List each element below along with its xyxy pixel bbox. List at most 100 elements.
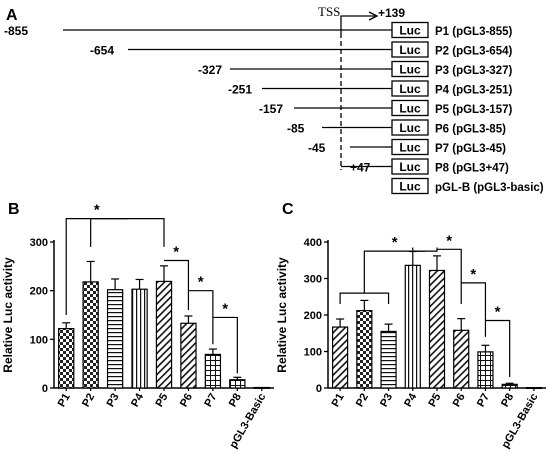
luc-label: Luc — [399, 160, 421, 174]
bar — [428, 269, 446, 389]
bar — [82, 281, 99, 389]
luc-box — [391, 119, 429, 136]
x-tick-label: P3 — [105, 392, 122, 410]
x-tick-label: P5 — [153, 392, 170, 410]
construct-name: P4 (pGL3-251) — [435, 85, 512, 97]
construct-start-label: -855 — [4, 24, 28, 38]
x-tick-label: P7 — [202, 392, 219, 410]
construct-name: P2 (pGL3-654) — [435, 46, 512, 58]
bar — [356, 310, 373, 389]
bar — [155, 280, 173, 389]
x-tick-label: P6 — [178, 392, 195, 410]
luc-label: Luc — [399, 43, 421, 57]
luc-box — [391, 41, 429, 58]
luc-label: Luc — [399, 180, 421, 194]
construct-list: -855 Luc P1 (pGL3-855) -654 Luc P2 (pGL3-654)… — [4, 21, 544, 195]
significance-star: * — [94, 202, 100, 219]
luc-label: Luc — [399, 121, 421, 135]
bar — [229, 379, 246, 389]
y-axis-label: Relative Luc activity — [1, 257, 15, 373]
significance-star: * — [495, 303, 501, 320]
significance-star: * — [470, 266, 476, 283]
significance-bracket — [485, 319, 511, 378]
y-tick-label: 300 — [30, 237, 48, 249]
significance-bracket-group-b — [90, 218, 165, 247]
x-tick-label: P8 — [499, 392, 516, 410]
panel-c: C Relative Luc activity 0 100 200 300 400 P1 P2… — [275, 201, 546, 450]
chart-b: Relative Luc activity 0 100 200 300 P1 P2 P3 P4 P… — [1, 202, 274, 450]
construct-start-label: +47 — [350, 161, 371, 175]
y-tick-label: 100 — [30, 334, 48, 346]
panel-c-label: C — [282, 201, 294, 218]
significance-star: * — [198, 274, 204, 291]
x-tick-label: P6 — [451, 392, 468, 410]
significance-bracket — [188, 290, 214, 345]
tss-arrowhead — [368, 11, 379, 21]
luc-box — [391, 21, 429, 39]
bar — [404, 264, 421, 389]
bar — [204, 353, 222, 389]
construct-start-label: -251 — [228, 83, 252, 97]
luc-box — [391, 138, 429, 156]
tss-end-label: +139 — [378, 6, 405, 20]
bar — [106, 289, 124, 389]
x-tick-label: P1 — [330, 392, 347, 410]
chart-c: Relative Luc activity 0 100 200 300 400 P1 P2 P3… — [275, 232, 546, 450]
bar — [180, 322, 197, 389]
luc-box — [391, 99, 429, 117]
tss-arrow — [340, 15, 375, 33]
y-tick-label: 0 — [42, 383, 48, 395]
bar — [131, 288, 148, 389]
construct-start-label: -327 — [198, 63, 222, 77]
construct-name: P1 (pGL3-855) — [435, 26, 512, 38]
luc-label: Luc — [399, 82, 421, 96]
construct-name: pGL-B (pGL3-basic) — [435, 182, 544, 194]
significance-star: * — [446, 232, 452, 249]
y-tick-label: 200 — [304, 310, 322, 322]
panel-b: B Relative Luc activity 0 100 200 300 P1 P2 P3 P… — [1, 201, 274, 450]
significance-bracket — [363, 250, 425, 294]
construct-name: P5 (pGL3-157) — [435, 104, 512, 116]
x-tick-label: P8 — [227, 392, 244, 410]
y-axis-label: Relative Luc activity — [275, 257, 289, 373]
bar — [453, 329, 470, 389]
tss-label: TSS — [318, 4, 340, 19]
significance-bracket — [437, 248, 462, 305]
significance-star: * — [392, 234, 398, 251]
panel-a: A TSS +139 -855 Luc P1 (pGL3-855) -654 Luc P2… — [4, 4, 544, 195]
panel-a-label: A — [6, 7, 18, 24]
x-tick-label: P1 — [56, 392, 73, 410]
luc-label: Luc — [399, 24, 421, 38]
y-tick-label: 400 — [304, 237, 322, 249]
significance-bracket — [461, 282, 487, 337]
y-tick-label: 0 — [316, 383, 322, 395]
x-tick-label: P4 — [129, 391, 147, 409]
panel-b-label: B — [8, 201, 20, 218]
significance-bracket — [65, 218, 128, 315]
bar — [477, 351, 494, 389]
x-tick-label: P2 — [80, 392, 97, 410]
significance-bracket — [212, 316, 238, 374]
luc-box — [391, 177, 429, 195]
bar — [501, 383, 518, 389]
luc-label: Luc — [399, 102, 421, 116]
luc-box — [391, 60, 429, 78]
significance-star: * — [222, 300, 228, 317]
luc-label: Luc — [399, 63, 421, 77]
luc-box — [391, 80, 429, 97]
construct-start-label: -157 — [259, 102, 283, 116]
construct-name: P6 (pGL3-85) — [435, 124, 506, 136]
luc-box — [391, 158, 429, 175]
construct-start-label: -45 — [308, 141, 326, 155]
construct-start-label: -654 — [90, 44, 114, 58]
construct-name: P8 (pGL3+47) — [435, 163, 509, 175]
luc-label: Luc — [399, 141, 421, 155]
bar — [380, 330, 397, 389]
bar — [58, 328, 75, 389]
x-tick-label: P4 — [402, 391, 420, 409]
y-tick-label: 200 — [30, 286, 48, 298]
bar — [332, 326, 349, 389]
construct-start-label: -85 — [287, 122, 305, 136]
significance-bracket — [164, 259, 190, 311]
